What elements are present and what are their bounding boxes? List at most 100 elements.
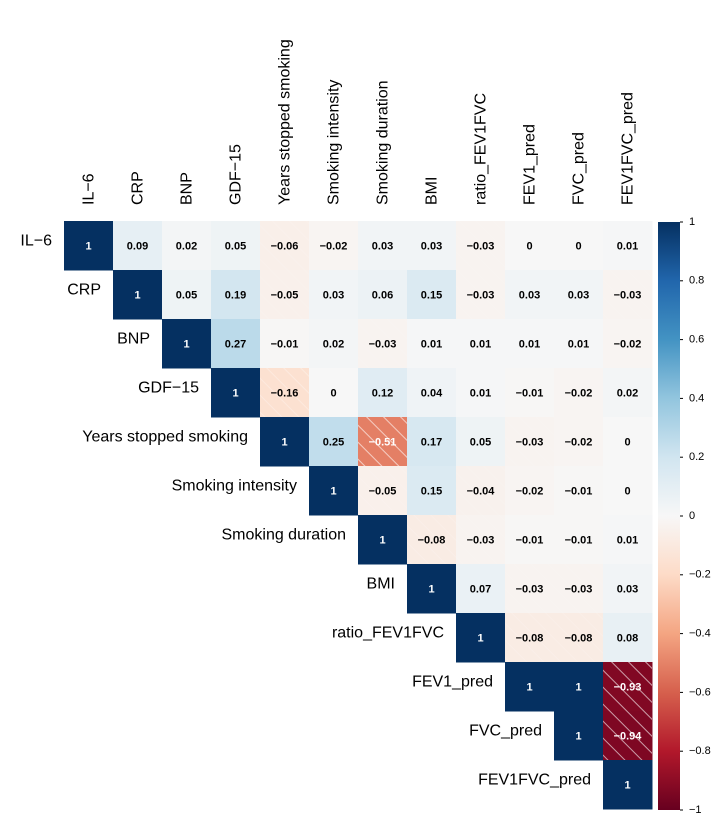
hatch — [505, 564, 554, 613]
cell-label: 0.02 — [176, 240, 197, 252]
hatch — [554, 613, 603, 662]
cell — [603, 221, 653, 271]
cell-label: 0.25 — [323, 436, 344, 448]
cell-label: −0.06 — [271, 240, 299, 252]
column-label: BNP — [179, 172, 196, 205]
cell — [211, 368, 261, 418]
cell-label: 1 — [134, 289, 140, 301]
cell-label: −0.03 — [369, 338, 397, 350]
hatch — [603, 662, 652, 711]
column-label: FEV1FVC_pred — [620, 92, 637, 205]
cell — [603, 564, 653, 614]
cell-label: 0.05 — [225, 240, 246, 252]
cell-label: 0.01 — [470, 387, 491, 399]
cell — [358, 368, 408, 418]
colorbar — [658, 222, 680, 810]
cell — [162, 319, 212, 369]
cell — [603, 417, 653, 467]
column-label: GDF−15 — [228, 144, 245, 205]
row-label: Smoking intensity — [172, 478, 297, 495]
cell — [505, 662, 555, 712]
cell-label: −0.03 — [565, 583, 593, 595]
row-label: ratio_FEV1FVC — [332, 625, 444, 642]
hatch — [554, 368, 603, 417]
cell-label: 0.03 — [617, 583, 638, 595]
cell — [407, 319, 457, 369]
cell — [211, 270, 261, 320]
column-label: Smoking duration — [375, 80, 392, 205]
cell — [456, 417, 506, 467]
cell — [505, 319, 555, 369]
cell-label: 1 — [85, 240, 91, 252]
cell-label: −0.05 — [271, 289, 299, 301]
hatch — [456, 466, 505, 515]
row-label: FEV1FVC_pred — [478, 772, 591, 789]
cell-label: 0.06 — [372, 289, 393, 301]
cell — [603, 613, 653, 663]
row-label: FVC_pred — [469, 723, 542, 740]
cell-label: −0.03 — [467, 289, 495, 301]
cell-label: −0.03 — [467, 240, 495, 252]
cell — [162, 221, 212, 271]
cell — [260, 417, 310, 467]
column-label: Smoking intensity — [326, 80, 343, 205]
cell-label: 0 — [330, 387, 336, 399]
cell-label: 0 — [575, 240, 581, 252]
cell-label: 1 — [575, 681, 581, 693]
colorbar-tick-label: 0 — [689, 510, 695, 522]
cell-label: 0.05 — [470, 436, 491, 448]
cell-label: 0 — [624, 436, 630, 448]
cell-label: −0.01 — [516, 534, 544, 546]
hatch — [260, 368, 309, 417]
cell — [505, 221, 555, 271]
cell-label: 0.07 — [470, 583, 491, 595]
cell — [456, 319, 506, 369]
colorbar-tick-label: −0.2 — [689, 569, 711, 581]
cell-label: −0.16 — [271, 387, 299, 399]
cell — [309, 270, 359, 320]
cell — [554, 662, 604, 712]
cell-label: 0.03 — [372, 240, 393, 252]
hatch — [309, 221, 358, 270]
hatch — [260, 221, 309, 270]
cell — [554, 270, 604, 320]
row-label: CRP — [67, 282, 101, 299]
cell — [113, 221, 163, 271]
hatch — [407, 515, 456, 564]
colorbar-tick-label: −0.4 — [689, 628, 711, 640]
cell-label: 0 — [526, 240, 532, 252]
cell-label: −0.02 — [565, 436, 593, 448]
cell-label: −0.02 — [614, 338, 642, 350]
cell — [260, 319, 310, 369]
row-label: Years stopped smoking — [82, 429, 248, 446]
cell-label: 0.02 — [323, 338, 344, 350]
cell — [211, 319, 261, 369]
colorbar-tick-label: 0.6 — [689, 334, 704, 346]
cell-label: 0.03 — [519, 289, 540, 301]
cell-label: −0.01 — [271, 338, 299, 350]
cell-label: 0.15 — [421, 485, 442, 497]
cell-label: 1 — [575, 730, 581, 742]
colorbar-tick-label: 0.4 — [689, 392, 704, 404]
cell-label: −0.02 — [565, 387, 593, 399]
cell-label: 0.01 — [470, 338, 491, 350]
cell-label: −0.03 — [516, 583, 544, 595]
cell-label: −0.03 — [614, 289, 642, 301]
column-label: BMI — [424, 177, 441, 205]
cell — [211, 221, 261, 271]
cell-label: 1 — [183, 338, 189, 350]
cell-label: 0.08 — [617, 632, 638, 644]
cell-label: 0.27 — [225, 338, 246, 350]
cell — [113, 270, 163, 320]
cell — [603, 515, 653, 565]
row-label: FEV1_pred — [412, 674, 493, 691]
cell — [505, 368, 555, 418]
cell-label: 0.01 — [617, 240, 638, 252]
colorbar-tick-label: 0.2 — [689, 451, 704, 463]
cell-label: 1 — [232, 387, 238, 399]
cell-label: −0.08 — [565, 632, 593, 644]
cell-label: 0.12 — [372, 387, 393, 399]
colorbar-tick-label: 0.8 — [689, 275, 704, 287]
row-label: BNP — [117, 331, 150, 348]
column-label: Years stopped smoking — [277, 39, 294, 205]
